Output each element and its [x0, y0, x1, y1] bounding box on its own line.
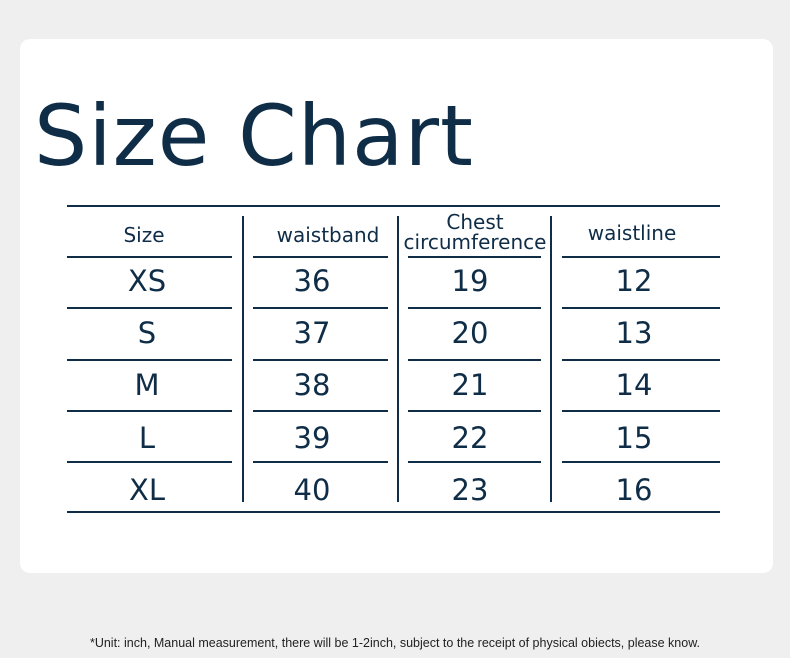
size-label: M	[134, 368, 160, 402]
measurement-cell: 22	[451, 421, 489, 455]
row-rule	[562, 307, 720, 309]
row-rule	[67, 256, 232, 258]
measurement-cell: 15	[615, 421, 653, 455]
row-rule	[253, 461, 388, 463]
row-rule	[253, 307, 388, 309]
row-rule	[408, 359, 541, 361]
measurement-cell: 37	[293, 316, 331, 350]
measurement-cell: 23	[451, 473, 489, 507]
measurement-cell: 14	[615, 368, 653, 402]
measurement-cell: 40	[293, 473, 331, 507]
row-rule	[253, 256, 388, 258]
row-rule	[67, 359, 232, 361]
row-rule	[562, 256, 720, 258]
row-rule	[562, 410, 720, 412]
header-chest-line1: Chest	[446, 210, 504, 234]
unit-note: *Unit: inch, Manual measurement, there w…	[89, 636, 701, 650]
page-title: Size Chart	[34, 87, 474, 185]
measurement-cell: 20	[451, 316, 489, 350]
row-rule	[562, 461, 720, 463]
size-label: S	[137, 316, 157, 350]
row-rule	[67, 410, 232, 412]
column-divider	[397, 216, 399, 502]
row-rule	[67, 461, 232, 463]
row-rule	[562, 359, 720, 361]
column-divider	[242, 216, 244, 502]
measurement-cell: 38	[293, 368, 331, 402]
size-chart-card	[20, 39, 773, 573]
header-chest-line2: circumference	[403, 230, 547, 254]
measurement-cell: 36	[293, 264, 331, 298]
header-waistline: waistline	[587, 221, 677, 245]
row-rule	[408, 307, 541, 309]
header-waistband: waistband	[276, 223, 380, 247]
row-rule	[253, 359, 388, 361]
table-top-rule	[67, 205, 720, 207]
row-rule	[67, 307, 232, 309]
row-rule	[408, 461, 541, 463]
measurement-cell: 39	[293, 421, 331, 455]
size-label: XS	[127, 264, 167, 298]
row-rule	[408, 256, 541, 258]
row-rule	[408, 410, 541, 412]
table-bottom-rule	[67, 511, 720, 513]
measurement-cell: 12	[615, 264, 653, 298]
size-label: XL	[128, 473, 166, 507]
header-size: Size	[123, 223, 165, 247]
column-divider	[550, 216, 552, 502]
row-rule	[253, 410, 388, 412]
measurement-cell: 13	[615, 316, 653, 350]
size-label: L	[138, 421, 156, 455]
measurement-cell: 16	[615, 473, 653, 507]
measurement-cell: 21	[451, 368, 489, 402]
measurement-cell: 19	[451, 264, 489, 298]
